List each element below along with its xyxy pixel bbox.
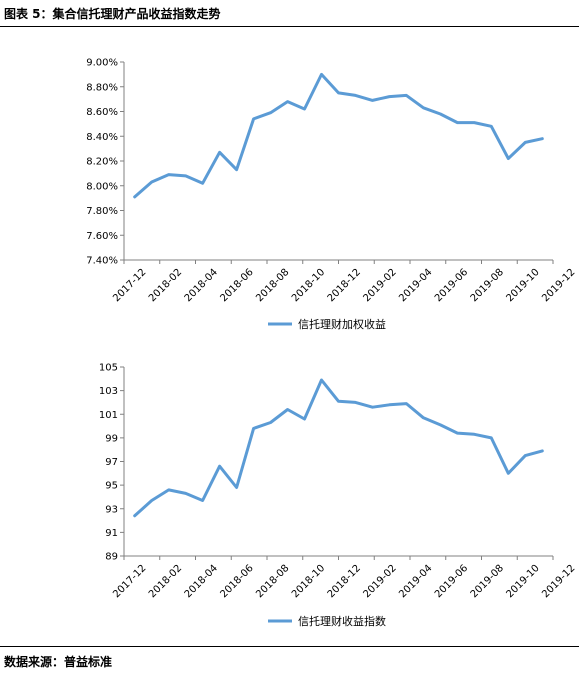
y-tick-label: 7.40% xyxy=(86,256,118,267)
y-tick-label: 99 xyxy=(105,433,118,444)
x-tick-label: 2018-08 xyxy=(254,267,291,304)
y-tick-label: 93 xyxy=(105,504,118,515)
x-tick-label: 2018-04 xyxy=(183,267,220,304)
x-tick-label: 2018-12 xyxy=(326,267,363,304)
bottom-divider xyxy=(0,646,579,647)
x-tick-label: 2019-04 xyxy=(397,563,434,600)
y-tick-label: 95 xyxy=(105,481,118,492)
legend: 信托理财收益指数 xyxy=(268,614,386,628)
x-tick-label: 2018-02 xyxy=(147,563,184,600)
x-tick-label: 2019-02 xyxy=(361,267,398,304)
y-tick-label: 97 xyxy=(105,457,118,468)
y-tick-label: 7.80% xyxy=(86,206,118,217)
x-tick-label: 2019-06 xyxy=(433,563,470,600)
x-tick-label: 2019-10 xyxy=(504,563,541,600)
y-tick-label: 8.80% xyxy=(86,82,118,93)
legend-label: 信托理财收益指数 xyxy=(298,614,386,628)
x-tick-label: 2019-08 xyxy=(469,563,506,600)
x-tick-label: 2019-08 xyxy=(469,267,506,304)
x-tick-label: 2019-06 xyxy=(433,267,470,304)
series-line xyxy=(133,378,544,518)
y-tick-label: 101 xyxy=(99,410,118,421)
series-line xyxy=(133,72,544,199)
figure-caption: 图表 5：集合信托理财产品收益指数走势 xyxy=(4,7,221,21)
y-tick-label: 7.60% xyxy=(86,231,118,242)
y-tick-label: 105 xyxy=(99,363,118,374)
y-tick-label: 8.00% xyxy=(86,181,118,192)
x-tick-label: 2018-04 xyxy=(183,563,220,600)
data-source: 数据来源：普益标准 xyxy=(4,655,113,669)
y-tick-label: 103 xyxy=(99,386,118,397)
x-tick-label: 2019-04 xyxy=(397,267,434,304)
x-tick-label: 2018-10 xyxy=(290,563,327,600)
x-tick-label: 2018-02 xyxy=(147,267,184,304)
yield-index-line-chart: 8991939597991011031052017-122018-022018-… xyxy=(99,363,578,629)
x-tick-label: 2019-02 xyxy=(361,563,398,600)
y-tick-label: 8.60% xyxy=(86,107,118,118)
top-divider xyxy=(0,26,579,27)
x-tick-label: 2019-12 xyxy=(540,563,577,600)
legend: 信托理财加权收益 xyxy=(268,317,386,331)
weighted-yield-line-chart: 7.40% 7.60% 7.80% 8.00% 8.20% 8.40% 8.60% 8.80%… xyxy=(86,58,577,332)
x-tick-label: 2017-12 xyxy=(111,563,148,600)
y-tick-label: 89 xyxy=(105,552,118,563)
y-tick-label: 9.00% xyxy=(86,58,118,69)
y-tick-label: 91 xyxy=(105,528,118,539)
x-tick-label: 2018-08 xyxy=(254,563,291,600)
x-tick-label: 2018-06 xyxy=(218,267,255,304)
y-tick-label: 8.40% xyxy=(86,132,118,143)
x-tick-label: 2019-10 xyxy=(504,267,541,304)
y-tick-label: 8.20% xyxy=(86,157,118,168)
x-tick-label: 2018-06 xyxy=(218,563,255,600)
x-tick-label: 2019-12 xyxy=(540,267,577,304)
x-tick-label: 2018-10 xyxy=(290,267,327,304)
x-tick-label: 2017-12 xyxy=(111,267,148,304)
legend-label: 信托理财加权收益 xyxy=(298,317,386,331)
x-tick-label: 2018-12 xyxy=(326,563,363,600)
